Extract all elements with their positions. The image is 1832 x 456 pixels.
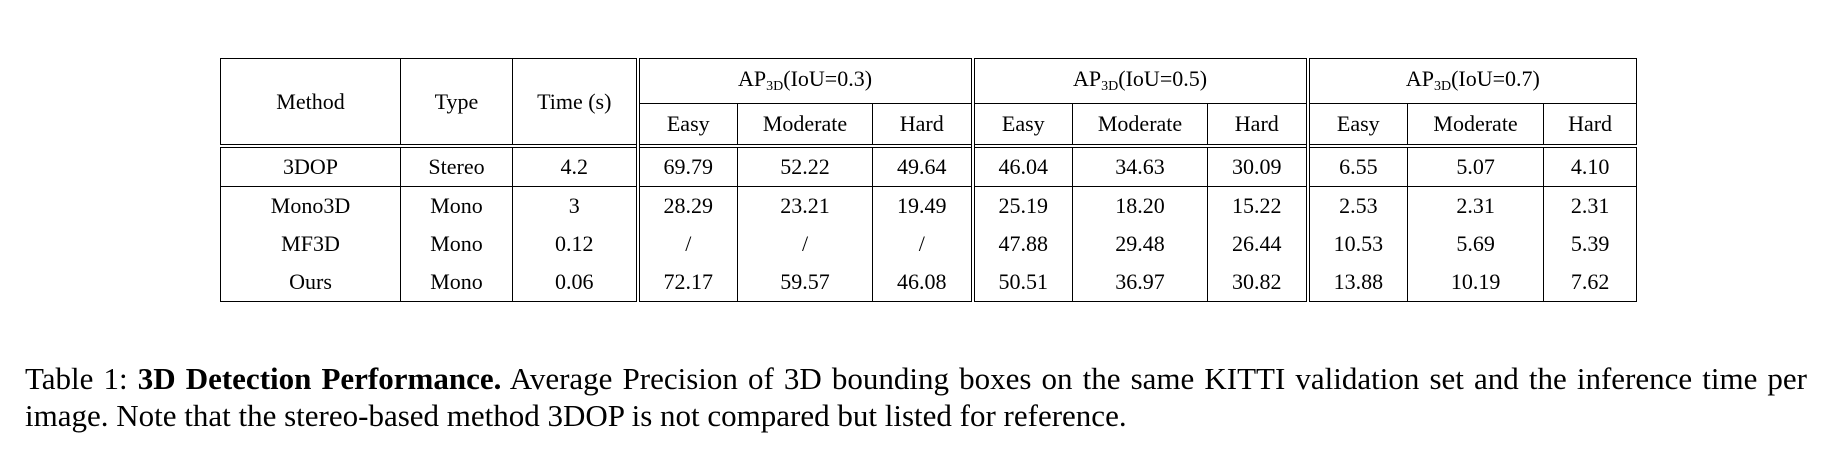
header-hard: Hard [1207,103,1309,146]
cell-type: Mono [400,186,513,225]
cell-value: 2.31 [1543,186,1638,225]
cell-value: 50.51 [970,263,1074,302]
cell-time: 0.06 [512,263,638,302]
cell-value: / [635,225,738,263]
table-row: Ours Mono 0.06 72.17 59.57 46.08 50.51 3… [220,263,1638,302]
header-easy: Easy [1305,103,1409,146]
cell-type: Mono [400,263,513,302]
header-easy: Easy [970,103,1074,146]
header-hard: Hard [1543,103,1638,146]
cell-value: 13.88 [1305,263,1409,302]
table-row: 3DOP Stereo 4.2 69.79 52.22 49.64 46.04 … [220,144,1638,187]
cell-value: 5.39 [1543,225,1638,263]
cell-value: 2.53 [1305,186,1409,225]
cell-value: 23.21 [737,186,873,225]
cell-value: 49.64 [871,144,974,187]
cell-value: 30.09 [1207,144,1309,187]
table-row: Mono3D Mono 3 28.29 23.21 19.49 25.19 18… [220,186,1638,225]
cell-value: 5.69 [1407,225,1545,263]
header-row-difficulty: Easy Moderate Hard Easy Moderate Hard Ea… [221,103,1638,146]
header-hard: Hard [871,103,974,146]
cell-value: 46.04 [970,144,1074,187]
header-time: Time (s) [512,58,638,146]
cell-value: 2.31 [1407,186,1545,225]
cell-value: 15.22 [1207,186,1309,225]
cell-value: 59.57 [737,263,873,302]
results-table: Method Type Time (s) AP3D(IoU=0.3) AP3D(… [220,58,1638,302]
header-easy: Easy [635,103,738,146]
cell-value: 5.07 [1407,144,1545,187]
cell-value: 19.49 [871,186,974,225]
cell-value: 34.63 [1072,144,1209,187]
header-moderate: Moderate [737,103,873,146]
cell-value: 10.53 [1305,225,1409,263]
cell-value: 28.29 [635,186,738,225]
cell-value: 18.20 [1072,186,1209,225]
cell-value: 69.79 [635,144,738,187]
caption-text: Average Precision of 3D bounding boxes o… [25,361,1808,433]
header-row-groups: Method Type Time (s) AP3D(IoU=0.3) AP3D(… [220,58,1638,146]
results-table-container: Method Type Time (s) AP3D(IoU=0.3) AP3D(… [220,58,1638,302]
cell-value: 6.55 [1305,144,1409,187]
header-method: Method [220,58,401,146]
cell-method: Ours [220,263,401,302]
table-row: MF3D Mono 0.12 / / / 47.88 29.48 26.44 1… [220,225,1638,263]
cell-value: 7.62 [1543,263,1638,302]
cell-type: Stereo [400,144,513,187]
cell-value: 46.08 [871,263,974,302]
cell-time: 0.12 [512,225,638,263]
header-ap-iou-0-7: AP3D(IoU=0.7) [1305,58,1638,104]
caption-label: Table 1: [25,361,138,396]
cell-value: 25.19 [970,186,1074,225]
header-ap-iou-0-3: AP3D(IoU=0.3) [635,58,974,104]
cell-method: 3DOP [220,144,401,187]
cell-value: 36.97 [1072,263,1209,302]
cell-time: 3 [512,186,638,225]
header-ap-iou-0-5: AP3D(IoU=0.5) [970,58,1309,104]
cell-value: / [871,225,974,263]
cell-value: 29.48 [1072,225,1209,263]
cell-value: 4.10 [1543,144,1638,187]
header-moderate: Moderate [1407,103,1545,146]
cell-type: Mono [400,225,513,263]
cell-method: MF3D [220,225,401,263]
cell-value: / [737,225,873,263]
cell-value: 47.88 [970,225,1074,263]
cell-value: 30.82 [1207,263,1309,302]
header-type: Type [400,58,513,146]
cell-value: 10.19 [1407,263,1545,302]
cell-time: 4.2 [512,144,638,187]
cell-value: 52.22 [737,144,873,187]
caption-title: 3D Detection Performance. [137,361,502,396]
cell-value: 26.44 [1207,225,1309,263]
table-caption: Table 1: 3D Detection Performance. Avera… [25,360,1807,434]
cell-method: Mono3D [220,186,401,225]
header-moderate: Moderate [1072,103,1209,146]
cell-value: 72.17 [635,263,738,302]
